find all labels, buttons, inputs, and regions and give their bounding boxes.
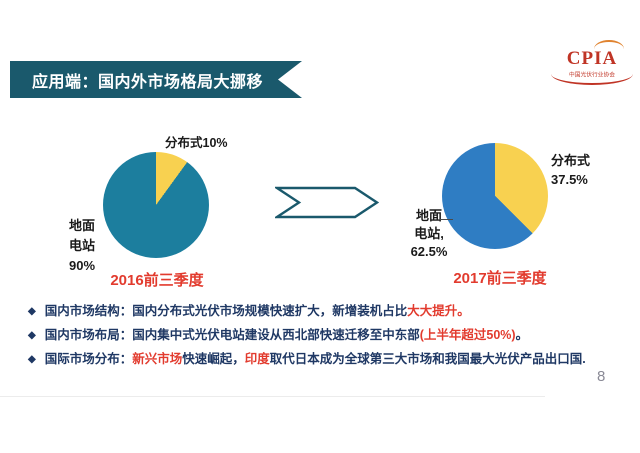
- logo-subtitle: 中国光伏行业协会: [569, 72, 615, 79]
- bullet-item: ◆ 国际市场分布：新兴市场快速崛起，印度取代日本成为全球第三大市场和我国最大光伏产…: [28, 352, 612, 367]
- pie-2017-leader-line: [439, 219, 453, 220]
- bullet-segment: 印度: [244, 352, 270, 366]
- bullet-segment: 快速崛起，: [182, 352, 245, 366]
- title-banner: 应用端：国内外市场格局大挪移: [10, 61, 302, 98]
- logo-arc-icon: [594, 40, 624, 49]
- logo-swoosh-icon: [551, 74, 633, 85]
- slide-title: 应用端：国内外市场格局大挪移: [32, 73, 264, 91]
- bullet-segment: 国际市场分布：: [44, 352, 133, 366]
- bullet-segment: 大大提升。: [407, 304, 470, 318]
- pie-2016-title: 2016前三季度: [110, 272, 204, 289]
- diamond-bullet-icon: ◆: [28, 354, 36, 365]
- pie-2017-ground-line2: 电站,: [414, 226, 444, 241]
- bottom-divider: [0, 396, 545, 397]
- bullet-segment: (上半年超过50%): [419, 328, 516, 342]
- pie-2016-ground-line3: 90%: [68, 258, 96, 273]
- bullet-segment: 国内市场结构：国内分布式光伏市场规模快速扩大，新增装机占比: [44, 304, 408, 318]
- bullet-item: ◆ 国内市场布局：国内集中式光伏电站建设从西北部快速迁移至中东部(上半年超过50%…: [28, 328, 612, 343]
- pie-2016-ground-line2: 电站: [68, 238, 95, 253]
- bullet-item: ◆ 国内市场结构：国内分布式光伏市场规模快速扩大，新增装机占比大大提升。: [28, 304, 612, 319]
- pie-2016-ground-label: 地面 电站 90%: [62, 216, 102, 276]
- pie-2017-dist-line1: 分布式: [551, 153, 591, 168]
- pie-2017-ground-label: 地面 电站, 62.5%: [406, 207, 452, 261]
- pie-2017-ground-line3: 62.5%: [410, 244, 448, 259]
- diamond-bullet-icon: ◆: [28, 330, 36, 341]
- page-number: 8: [597, 368, 606, 385]
- bullet-segment: 。: [515, 328, 529, 342]
- pie-2017-ground-line1: 地面: [415, 208, 442, 223]
- cpia-logo: CPIA 中国光伏行业协会: [548, 40, 636, 85]
- bullet-text: 国内市场结构：国内分布式光伏市场规模快速扩大，新增装机占比大大提升。: [45, 304, 470, 319]
- logo-acronym: CPIA: [566, 48, 618, 69]
- pie-2016-ground-line1: 地面: [68, 218, 95, 233]
- bullet-text: 国内市场布局：国内集中式光伏电站建设从西北部快速迁移至中东部(上半年超过50%)…: [45, 328, 528, 343]
- bullet-list: ◆ 国内市场结构：国内分布式光伏市场规模快速扩大，新增装机占比大大提升。 ◆ 国内市场…: [28, 304, 612, 376]
- pie-2016-distributed-label: 分布式10%: [165, 136, 228, 150]
- bullet-text: 国际市场分布：新兴市场快速崛起，印度取代日本成为全球第三大市场和我国最大光伏产品…: [45, 352, 586, 367]
- pie-2017-dist-line2: 37.5%: [551, 172, 588, 187]
- pie-2017-title: 2017前三季度: [453, 270, 547, 287]
- pie-chart-2016: [103, 152, 209, 258]
- bullet-segment: 新兴市场: [132, 352, 183, 366]
- transition-arrow-icon: [275, 186, 379, 219]
- pie-chart-2017: [442, 143, 548, 249]
- diamond-bullet-icon: ◆: [28, 306, 36, 317]
- bullet-segment: 取代日本成为全球第三大市场和我国最大光伏产品出口国.: [269, 352, 586, 366]
- bullet-segment: 国内市场布局：国内集中式光伏电站建设从西北部快速迁移至中东部: [44, 328, 420, 342]
- pie-2017-distributed-label: 分布式 37.5%: [551, 151, 590, 189]
